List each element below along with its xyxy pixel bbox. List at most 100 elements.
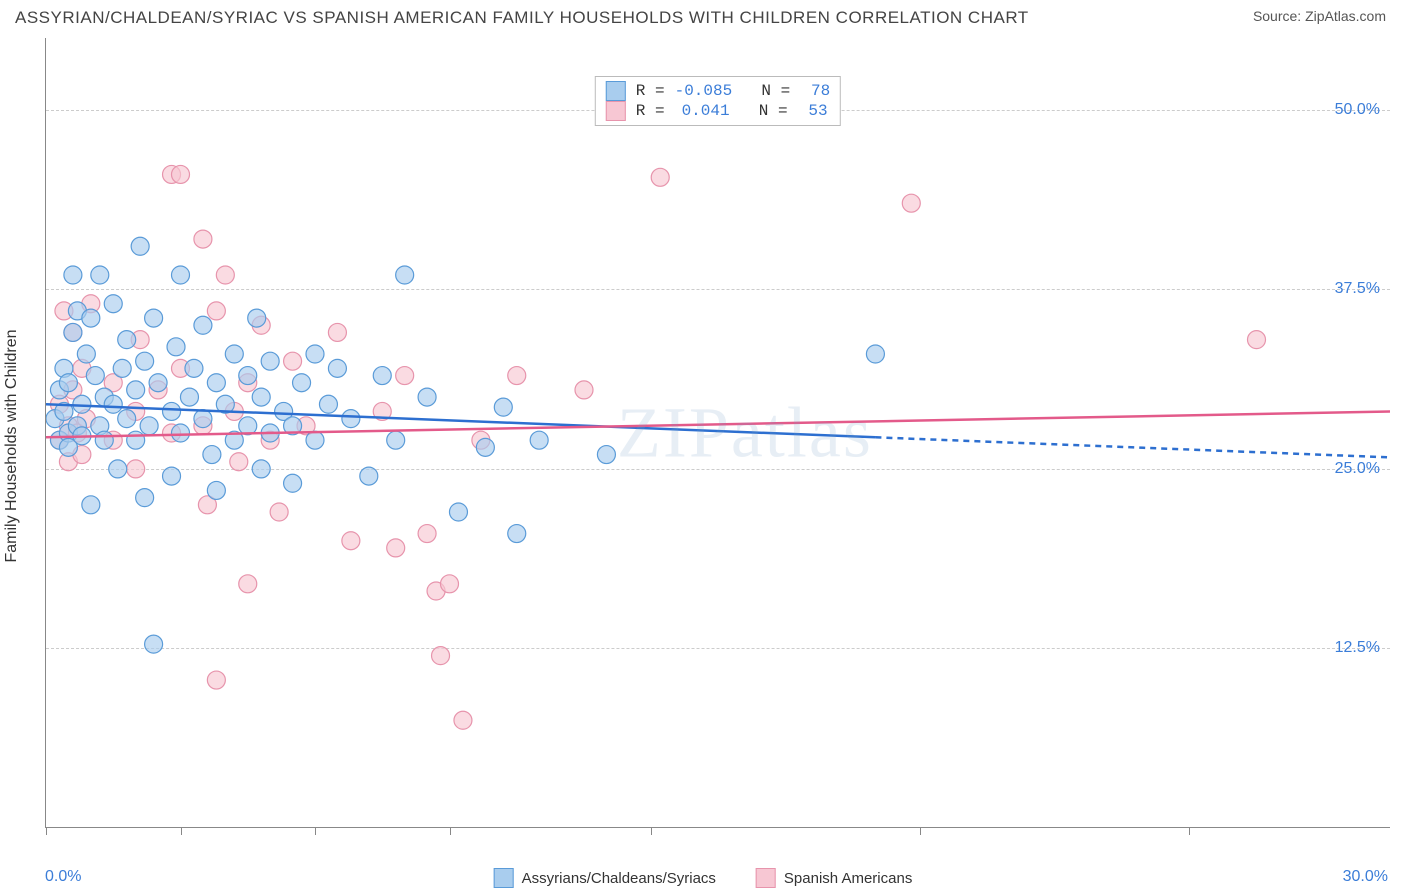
data-point	[252, 460, 270, 478]
data-point	[59, 374, 77, 392]
data-point	[360, 467, 378, 485]
data-point	[261, 352, 279, 370]
n-value-series1: 78	[800, 82, 830, 100]
data-point	[64, 323, 82, 341]
data-point	[306, 431, 324, 449]
data-point	[293, 374, 311, 392]
chart-plot-area: ZIPatlas R = -0.085 N = 78 R = 0.041 N =…	[45, 38, 1390, 828]
data-point	[396, 367, 414, 385]
r-value-series1: -0.085	[675, 82, 733, 100]
data-point	[319, 395, 337, 413]
data-point	[136, 352, 154, 370]
data-point	[342, 410, 360, 428]
swatch-series1	[606, 81, 626, 101]
x-tick	[46, 827, 47, 835]
data-point	[82, 309, 100, 327]
trendline	[875, 437, 1390, 457]
data-point	[118, 331, 136, 349]
data-point	[127, 381, 145, 399]
data-point	[239, 367, 257, 385]
data-point	[216, 266, 234, 284]
source-attribution: Source: ZipAtlas.com	[1253, 8, 1386, 24]
chart-title: ASSYRIAN/CHALDEAN/SYRIAC VS SPANISH AMER…	[15, 8, 1029, 28]
data-point	[113, 359, 131, 377]
legend-label-series2: Spanish Americans	[784, 870, 912, 887]
data-point	[163, 402, 181, 420]
n-label: N =	[742, 82, 790, 100]
data-point	[387, 431, 405, 449]
data-point	[454, 711, 472, 729]
data-point	[95, 431, 113, 449]
data-point	[207, 374, 225, 392]
data-point	[86, 367, 104, 385]
data-point	[82, 496, 100, 514]
x-axis-min-label: 0.0%	[45, 868, 81, 886]
data-point	[167, 338, 185, 356]
data-point	[418, 525, 436, 543]
n-value-series2: 53	[798, 102, 828, 120]
x-tick	[651, 827, 652, 835]
data-point	[902, 194, 920, 212]
data-point	[597, 446, 615, 464]
r-value-series2: 0.041	[675, 102, 730, 120]
r-label: R =	[636, 82, 665, 100]
data-point	[306, 345, 324, 363]
correlation-legend-box: R = -0.085 N = 78 R = 0.041 N = 53	[595, 76, 841, 126]
data-point	[230, 453, 248, 471]
data-point	[64, 266, 82, 284]
data-point	[239, 575, 257, 593]
data-point	[172, 424, 190, 442]
data-point	[866, 345, 884, 363]
data-point	[396, 266, 414, 284]
data-point	[328, 323, 346, 341]
scatter-plot-svg	[46, 38, 1390, 827]
data-point	[194, 316, 212, 334]
data-point	[449, 503, 467, 521]
data-point	[131, 237, 149, 255]
swatch-series2-bottom	[756, 868, 776, 888]
series-legend: Assyrians/Chaldeans/Syriacs Spanish Amer…	[494, 868, 913, 888]
swatch-series2	[606, 101, 626, 121]
data-point	[432, 647, 450, 665]
data-point	[476, 438, 494, 456]
data-point	[207, 481, 225, 499]
data-point	[194, 410, 212, 428]
y-axis-label: Family Households with Children	[3, 330, 21, 563]
data-point	[252, 388, 270, 406]
data-point	[104, 395, 122, 413]
data-point	[91, 266, 109, 284]
data-point	[140, 417, 158, 435]
data-point	[207, 671, 225, 689]
data-point	[77, 345, 95, 363]
x-tick	[315, 827, 316, 835]
data-point	[127, 460, 145, 478]
swatch-series1-bottom	[494, 868, 514, 888]
data-point	[373, 367, 391, 385]
data-point	[651, 168, 669, 186]
data-point	[136, 489, 154, 507]
data-point	[118, 410, 136, 428]
data-point	[172, 266, 190, 284]
legend-item-series1: Assyrians/Chaldeans/Syriacs	[494, 868, 716, 888]
data-point	[149, 374, 167, 392]
x-tick	[1189, 827, 1190, 835]
data-point	[180, 388, 198, 406]
data-point	[207, 302, 225, 320]
legend-label-series1: Assyrians/Chaldeans/Syriacs	[522, 870, 716, 887]
data-point	[109, 460, 127, 478]
data-point	[248, 309, 266, 327]
r-label: R =	[636, 102, 665, 120]
data-point	[328, 359, 346, 377]
data-point	[494, 398, 512, 416]
data-point	[104, 295, 122, 313]
data-point	[575, 381, 593, 399]
data-point	[127, 431, 145, 449]
n-label: N =	[740, 102, 788, 120]
x-tick	[181, 827, 182, 835]
data-point	[418, 388, 436, 406]
data-point	[387, 539, 405, 557]
legend-item-series2: Spanish Americans	[756, 868, 912, 888]
data-point	[172, 165, 190, 183]
data-point	[194, 230, 212, 248]
data-point	[441, 575, 459, 593]
